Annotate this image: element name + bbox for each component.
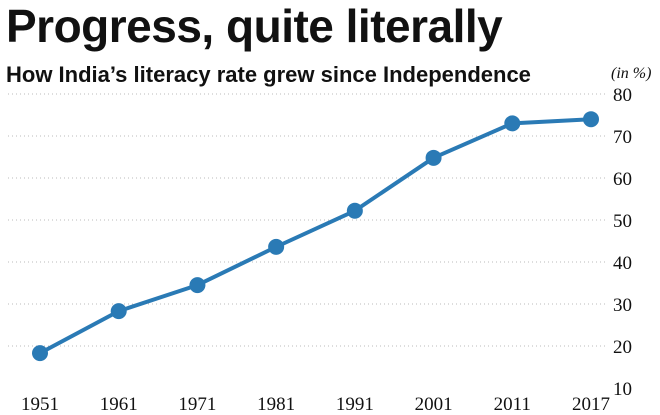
- data-point: [268, 238, 285, 255]
- data-point: [583, 111, 599, 128]
- y-tick-label: 60: [613, 169, 632, 190]
- y-tick-label: 20: [613, 337, 632, 358]
- y-axis-unit-label: (in %): [611, 65, 651, 82]
- data-point: [32, 345, 48, 362]
- x-tick-label: 1961: [100, 394, 138, 415]
- x-tick-label: 1991: [336, 394, 374, 415]
- data-point: [504, 115, 521, 132]
- x-tick-label: 2017: [572, 394, 610, 415]
- x-tick-label: 2011: [494, 394, 531, 415]
- x-tick-label: 2001: [415, 394, 453, 415]
- series-line: [38, 117, 593, 356]
- x-tick-label: 1981: [257, 394, 295, 415]
- y-tick-label: 10: [613, 379, 632, 400]
- series-line-layer: [38, 117, 593, 356]
- data-point: [425, 149, 442, 166]
- x-tick-label: 1951: [21, 394, 59, 415]
- y-tick-label: 70: [613, 127, 632, 148]
- data-point: [110, 303, 127, 320]
- x-tick-label: 1971: [178, 394, 216, 415]
- data-point: [189, 277, 206, 294]
- y-tick-label: 80: [613, 85, 632, 106]
- y-tick-label: 40: [613, 253, 632, 274]
- y-axis-ticks: 10 20 30 40 50 60 70 80: [613, 85, 632, 400]
- chart-title: Progress, quite literally: [6, 0, 503, 52]
- y-tick-label: 50: [613, 211, 632, 232]
- grid-lines: [8, 93, 605, 347]
- marker-layer: [32, 111, 599, 362]
- chart-subtitle: How India’s literacy rate grew since Ind…: [6, 62, 531, 87]
- x-axis-ticks: 1951 1961 1971 1981 1991 2001 2011 2017: [21, 394, 610, 415]
- data-point: [346, 202, 363, 219]
- y-tick-label: 30: [613, 295, 632, 316]
